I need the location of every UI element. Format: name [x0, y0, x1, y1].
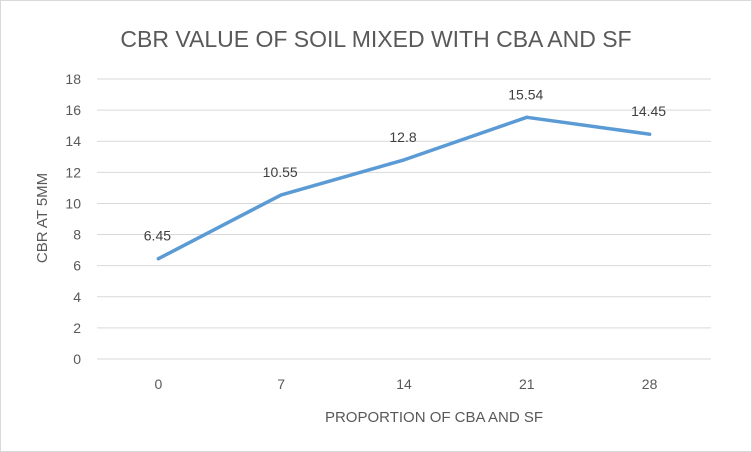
data-label: 6.45 — [144, 228, 171, 244]
x-axis-title: PROPORTION OF CBA AND SF — [325, 409, 543, 426]
data-point — [279, 193, 283, 197]
y-tick-label: 6 — [73, 258, 81, 274]
y-tick-label: 4 — [73, 289, 81, 305]
x-tick-label: 0 — [155, 376, 163, 392]
chart-title: CBR VALUE OF SOIL MIXED WITH CBA AND SF — [120, 26, 631, 52]
data-point — [402, 158, 406, 162]
series-layer — [156, 115, 652, 261]
gridlines — [97, 78, 711, 360]
data-labels: 6.45 10.55 12.8 15.54 14.45 — [144, 86, 667, 243]
y-tick-label: 18 — [65, 71, 81, 87]
y-tick-label: 12 — [65, 164, 81, 180]
y-tick-label: 14 — [65, 133, 81, 149]
x-tick-label: 7 — [277, 376, 285, 392]
data-label: 10.55 — [263, 164, 298, 180]
x-tick-label: 14 — [396, 376, 412, 392]
data-label: 14.45 — [631, 103, 666, 119]
x-axis-ticks: 0 7 14 21 28 — [155, 376, 658, 392]
data-label: 12.8 — [389, 129, 416, 145]
data-label: 15.54 — [508, 86, 543, 102]
y-axis-title: CBR AT 5MM — [34, 173, 51, 263]
y-tick-label: 0 — [73, 351, 81, 367]
y-tick-label: 16 — [65, 102, 81, 118]
y-tick-label: 8 — [73, 227, 81, 243]
y-axis-ticks: 0 2 4 6 8 10 12 14 16 18 — [65, 71, 81, 367]
y-tick-label: 2 — [73, 320, 81, 336]
y-tick-label: 10 — [65, 195, 81, 211]
x-tick-label: 28 — [642, 376, 658, 392]
data-point — [156, 257, 160, 261]
x-tick-label: 21 — [519, 376, 535, 392]
data-point — [525, 115, 529, 119]
data-point — [648, 132, 652, 136]
